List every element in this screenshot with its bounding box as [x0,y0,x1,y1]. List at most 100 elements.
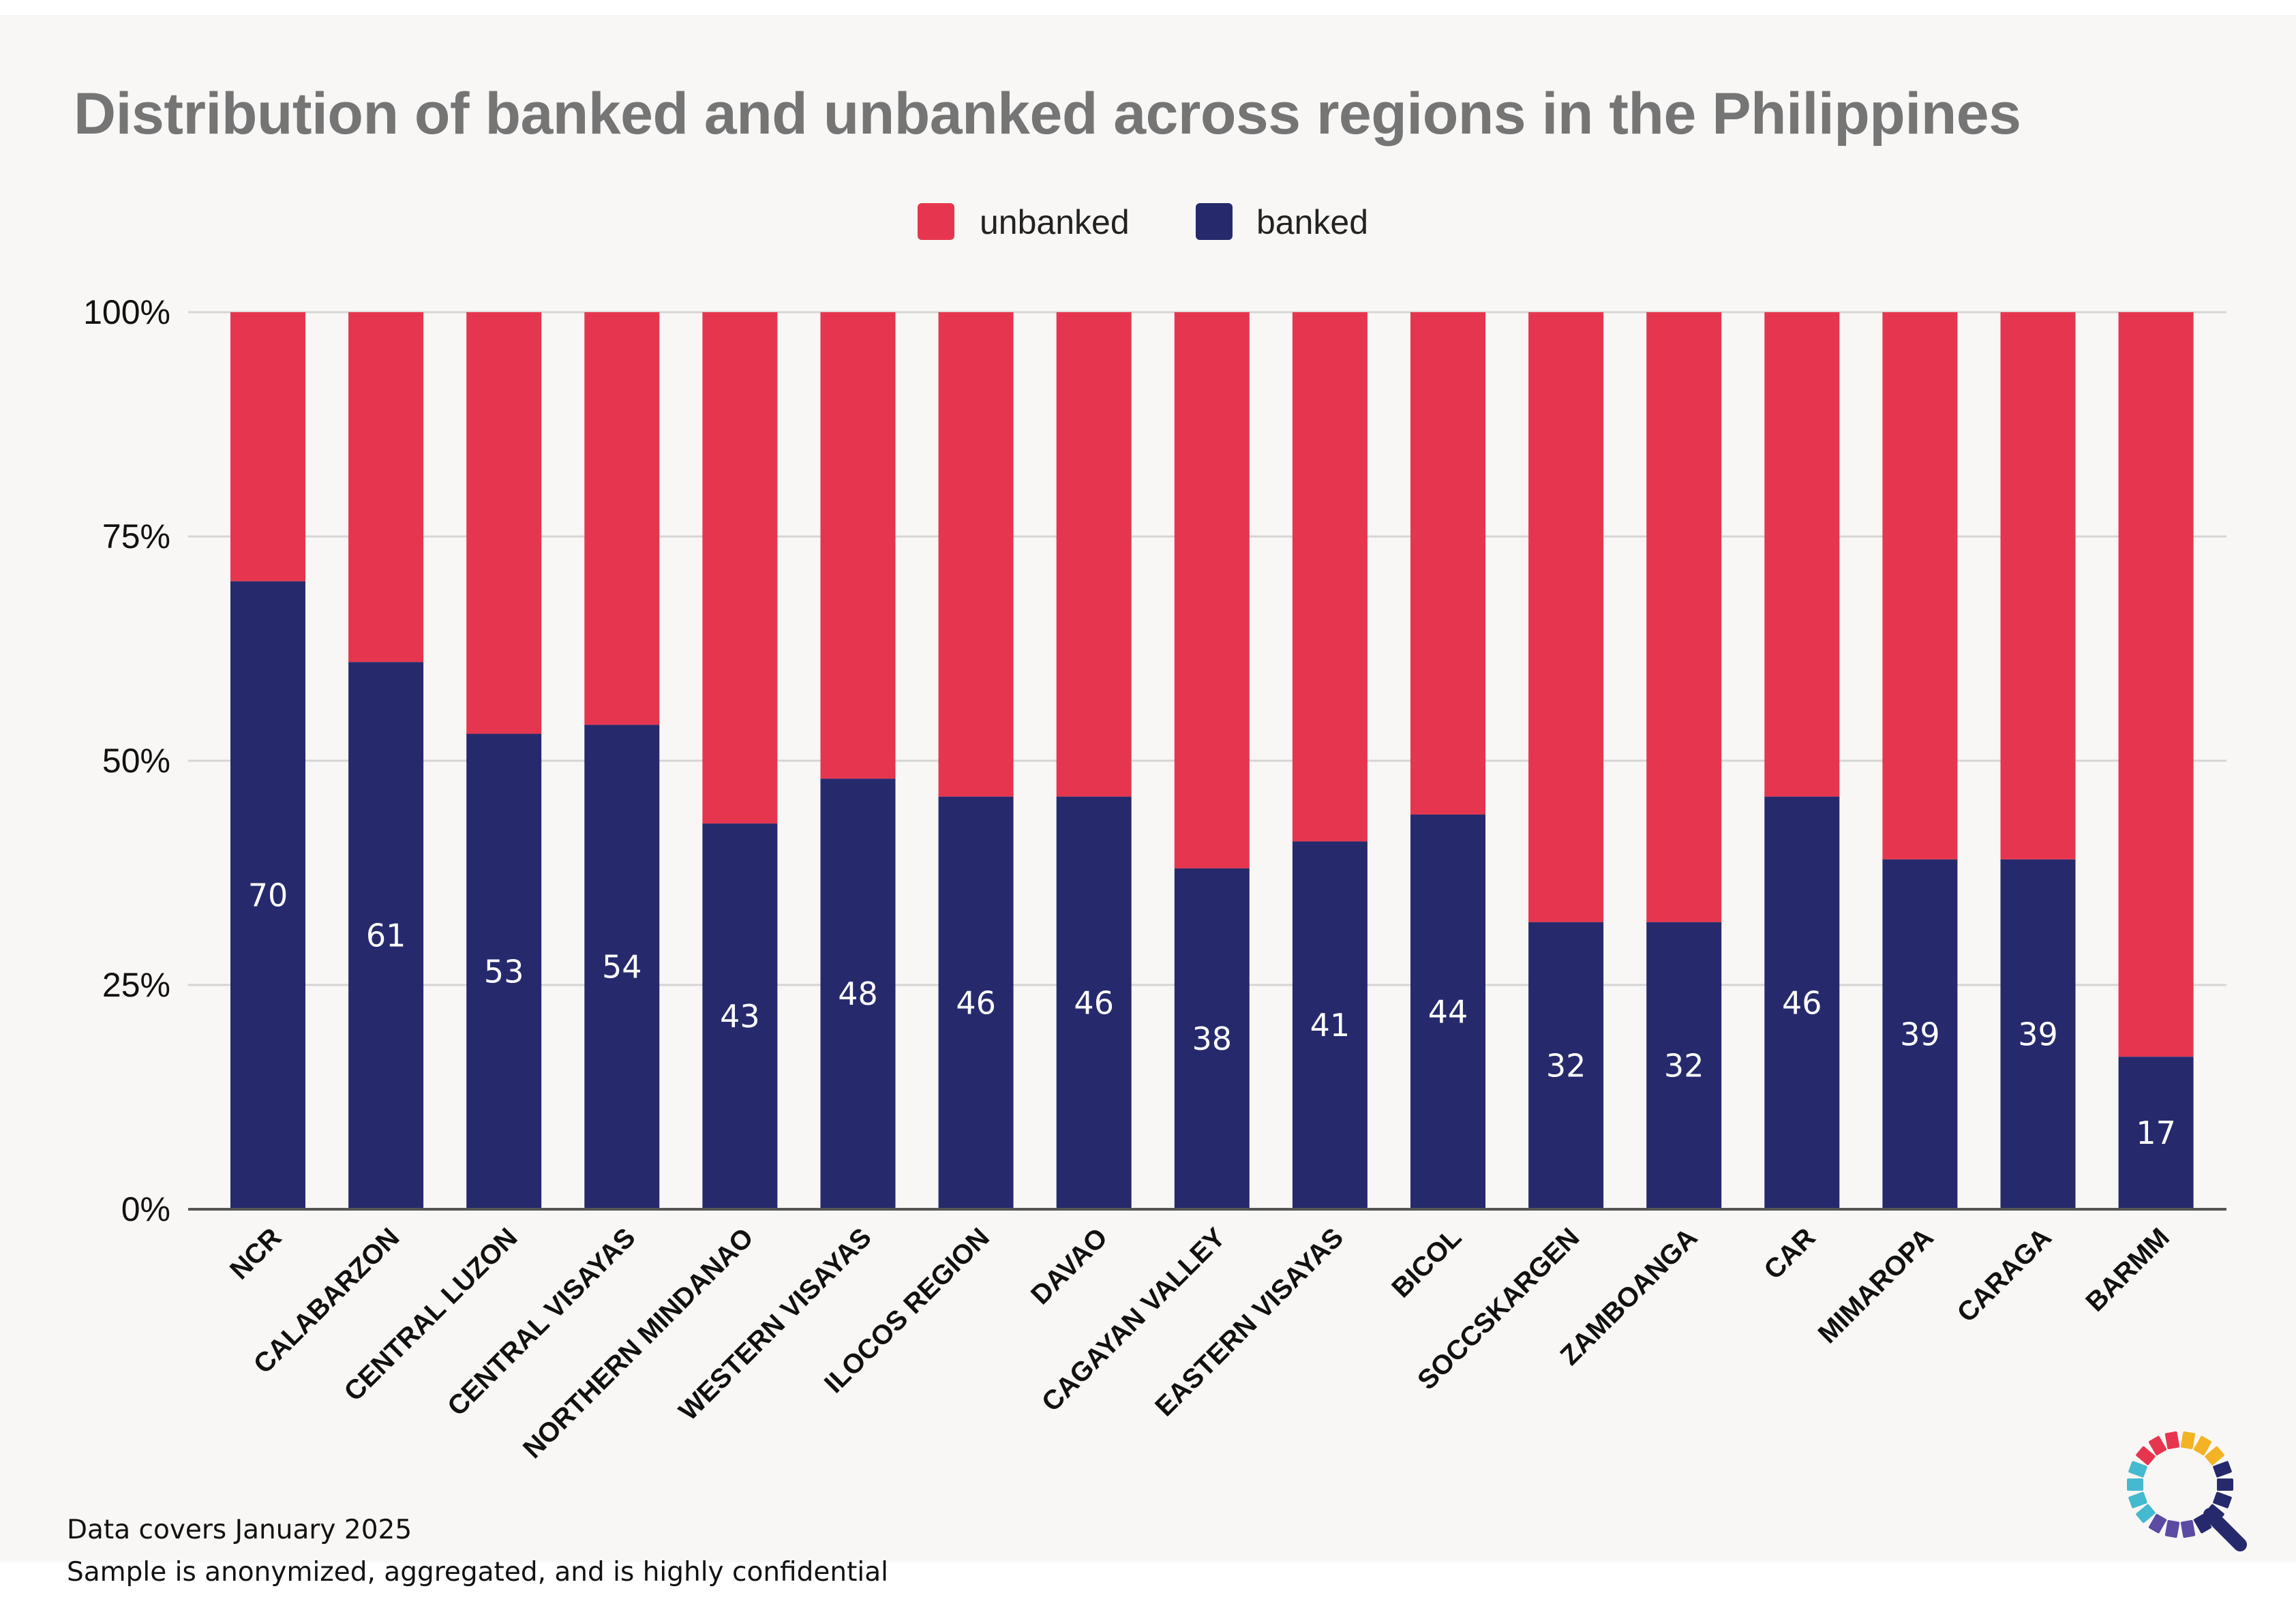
logo-ring-segment [2193,1514,2212,1534]
x-tick-label: NCR [224,1222,287,1285]
bar-unbanked [348,312,424,663]
x-tick-label: CAR [1758,1222,1821,1285]
bar-group-cagayan-valley: 38 [1174,312,1250,1209]
magnifier-ring-logo-icon [2127,1431,2247,1551]
bar-group-ilocos-region: 46 [938,312,1014,1209]
bar-unbanked [2000,312,2076,860]
bar-unbanked [1056,312,1132,797]
bar-banked [584,725,660,1209]
bar-group-car: 46 [1764,312,1840,1209]
logo-ring-segment [2127,1478,2143,1491]
logo-ring-segment [2128,1461,2147,1478]
logo-ring-segment [2213,1461,2232,1478]
x-tick-label: BARMM [2080,1222,2175,1318]
y-tick-label: 75% [102,517,170,556]
bar-banked [2118,1057,2194,1209]
bar-data-label: 61 [366,917,406,954]
logo-ring-segment [2217,1478,2233,1491]
logo-ring-segment [2164,1431,2180,1450]
bar-unbanked [1410,312,1485,815]
bar-banked [702,823,778,1209]
bar-data-label: 54 [602,949,642,986]
bar-data-label: 46 [1074,984,1114,1021]
logo-ring-segment [2148,1436,2167,1455]
bar-data-label: 70 [248,877,288,913]
bar-group-central-luzon: 53 [466,312,542,1209]
bar-banked [1056,796,1132,1209]
bar-unbanked [1882,312,1958,860]
bar-group-zamboanga: 32 [1646,312,1722,1209]
bar-banked [466,733,542,1209]
bar-banked [1174,868,1250,1209]
bar-banked [348,662,424,1209]
bar-unbanked [2118,312,2194,1057]
bar-data-label: 32 [1546,1047,1586,1084]
logo-ring-segment [2205,1446,2224,1466]
bar-data-label: 39 [2018,1016,2058,1052]
logo-ring-segment [2193,1436,2212,1455]
bar-banked [1882,859,1958,1209]
legend-label: unbanked [980,203,1130,241]
logo-ring-segment [2180,1519,2196,1538]
logo-ring-segment [2136,1446,2156,1466]
logo-ring-segment [2164,1519,2180,1538]
logo-ring-segment [2180,1431,2196,1450]
bar-data-label: 32 [1664,1047,1704,1084]
logo-ring-segment [2213,1491,2232,1508]
bar-group-eastern-visayas: 41 [1292,312,1368,1209]
bar-unbanked [820,312,896,779]
bars: 70 61 53 54 43 48 46 46 38 41 44 32 32 46 39 39 17 [230,312,2194,1209]
logo-handle [2203,1508,2247,1551]
bar-data-label: 41 [1310,1007,1350,1044]
legend-swatch [918,203,954,240]
bar-group-mimaropa: 39 [1882,312,1958,1209]
chart-title: Distribution of banked and unbanked acro… [74,81,2021,147]
footnote-confidentiality: Sample is anonymized, aggregated, and is… [67,1557,888,1588]
bar-group-bicol: 44 [1410,312,1485,1209]
bar-unbanked [1764,312,1840,797]
x-tick-label: MIMAROPA [1813,1222,1939,1349]
y-tick-label: 50% [102,742,170,780]
legend-label: banked [1256,203,1368,241]
bar-data-label: 53 [484,953,524,990]
y-tick-label: 25% [102,966,170,1004]
bar-group-soccskargen: 32 [1528,312,1604,1209]
bar-group-northern-mindanao: 43 [702,312,778,1209]
bar-unbanked [230,312,305,581]
x-tick-label: BICOL [1386,1222,1467,1303]
bar-unbanked [702,312,778,824]
bar-group-central-visayas: 54 [584,312,660,1209]
bar-unbanked [1292,312,1368,842]
bar-data-label: 46 [1782,984,1822,1021]
bar-banked [230,581,305,1209]
bar-banked [1292,841,1368,1209]
bar-banked [2000,859,2076,1209]
bar-data-label: 44 [1428,993,1468,1030]
legend-item-banked: banked [1196,203,1368,241]
bar-group-western-visayas: 48 [820,312,896,1209]
bar-unbanked [938,312,1014,797]
bar-group-caraga: 39 [2000,312,2076,1209]
bar-group-ncr: 70 [230,312,305,1209]
bar-banked [820,778,896,1209]
logo-ring-segment [2148,1514,2167,1534]
bar-data-label: 46 [956,984,996,1021]
bar-banked [1764,796,1840,1209]
x-tick-label: CARAGA [1952,1222,2057,1328]
x-tick-label: WESTERN VISAYAS [673,1222,877,1426]
bar-banked [938,796,1014,1209]
logo-ring-segment [2136,1504,2156,1523]
bar-group-davao: 46 [1056,312,1132,1209]
bar-data-label: 43 [720,998,760,1035]
bar-unbanked [1528,312,1604,922]
footnote-date: Data covers January 2025 [67,1515,412,1545]
bar-banked [1528,922,1604,1209]
bar-unbanked [1646,312,1722,922]
bar-banked [1646,922,1722,1209]
legend-item-unbanked: unbanked [918,203,1130,241]
bar-group-calabarzon: 61 [348,312,424,1209]
x-tick-label: DAVAO [1025,1222,1113,1310]
bar-data-label: 48 [838,975,878,1012]
bar-data-label: 39 [1900,1016,1940,1052]
